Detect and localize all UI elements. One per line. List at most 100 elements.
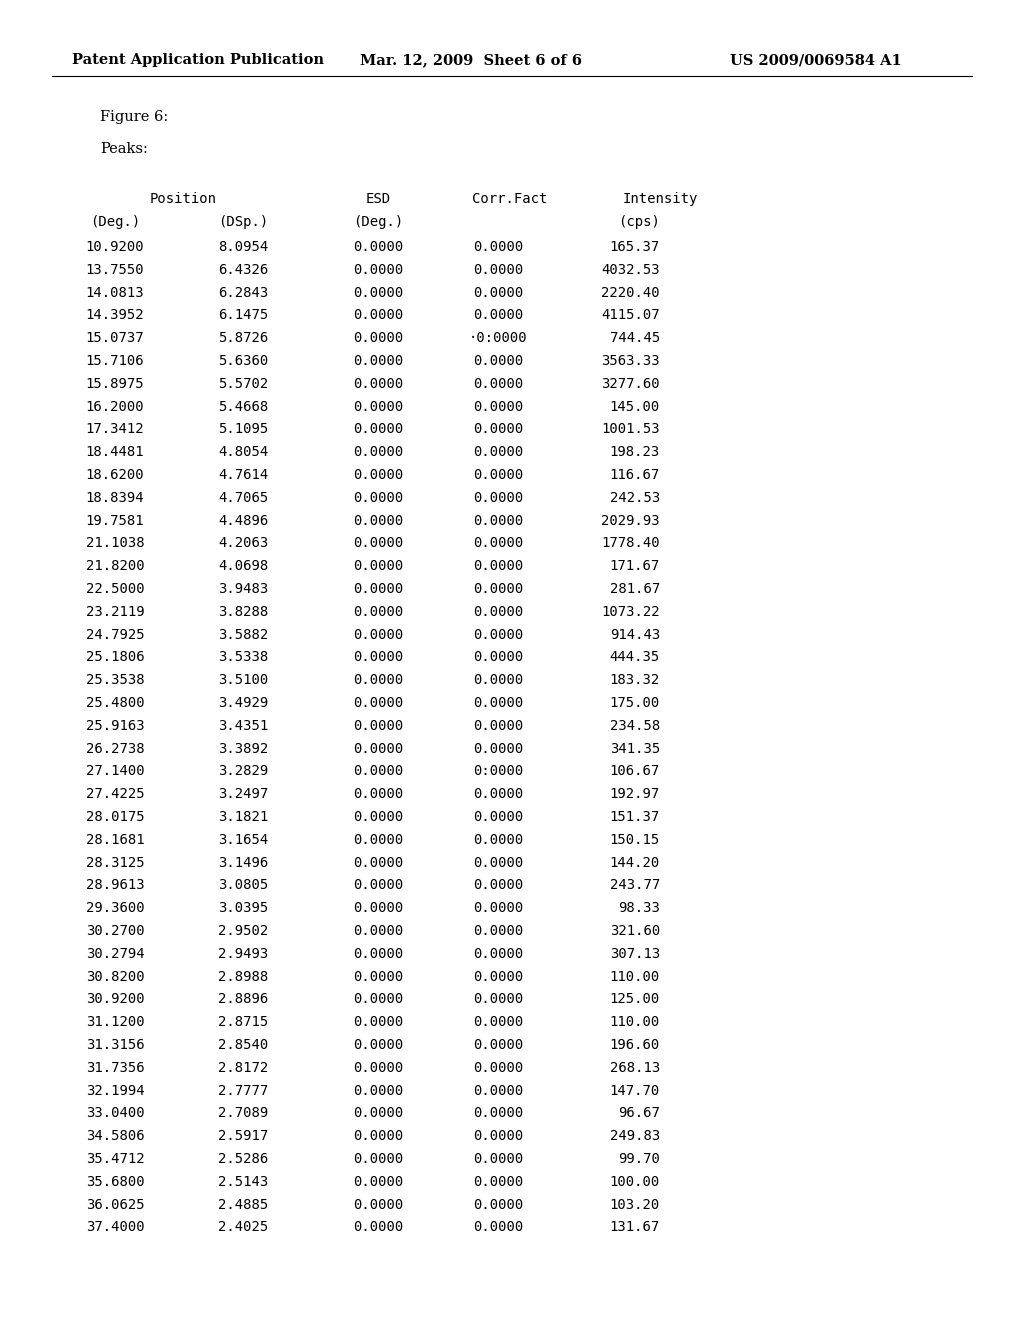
Text: 3.4351: 3.4351 [218, 719, 268, 733]
Text: 0.0000: 0.0000 [353, 993, 403, 1006]
Text: 5.6360: 5.6360 [218, 354, 268, 368]
Text: 1001.53: 1001.53 [601, 422, 660, 437]
Text: 0.0000: 0.0000 [353, 1197, 403, 1212]
Text: 15.7106: 15.7106 [86, 354, 144, 368]
Text: 3.5100: 3.5100 [218, 673, 268, 688]
Text: 0.0000: 0.0000 [473, 445, 523, 459]
Text: 0.0000: 0.0000 [353, 902, 403, 915]
Text: 0.0000: 0.0000 [473, 878, 523, 892]
Text: 2.8988: 2.8988 [218, 970, 268, 983]
Text: 192.97: 192.97 [609, 787, 660, 801]
Text: 0.0000: 0.0000 [473, 719, 523, 733]
Text: 15.0737: 15.0737 [86, 331, 144, 346]
Text: 0.0000: 0.0000 [353, 560, 403, 573]
Text: 0.0000: 0.0000 [473, 1106, 523, 1121]
Text: 0.0000: 0.0000 [473, 833, 523, 847]
Text: 25.3538: 25.3538 [86, 673, 144, 688]
Text: 0.0000: 0.0000 [473, 810, 523, 824]
Text: 31.3156: 31.3156 [86, 1038, 144, 1052]
Text: 2029.93: 2029.93 [601, 513, 660, 528]
Text: 21.1038: 21.1038 [86, 536, 144, 550]
Text: 6.1475: 6.1475 [218, 309, 268, 322]
Text: 0.0000: 0.0000 [353, 696, 403, 710]
Text: 2.5286: 2.5286 [218, 1152, 268, 1166]
Text: 2.8172: 2.8172 [218, 1061, 268, 1074]
Text: 4115.07: 4115.07 [601, 309, 660, 322]
Text: 0.0000: 0.0000 [353, 627, 403, 642]
Text: 0.0000: 0.0000 [353, 263, 403, 277]
Text: 18.4481: 18.4481 [86, 445, 144, 459]
Text: 27.4225: 27.4225 [86, 787, 144, 801]
Text: 27.1400: 27.1400 [86, 764, 144, 779]
Text: 106.67: 106.67 [609, 764, 660, 779]
Text: 0.0000: 0.0000 [353, 1061, 403, 1074]
Text: 0.0000: 0.0000 [353, 970, 403, 983]
Text: 0.0000: 0.0000 [353, 240, 403, 253]
Text: 171.67: 171.67 [609, 560, 660, 573]
Text: 0.0000: 0.0000 [473, 1015, 523, 1030]
Text: Intensity: Intensity [623, 191, 697, 206]
Text: 0.0000: 0.0000 [473, 491, 523, 504]
Text: 281.67: 281.67 [609, 582, 660, 597]
Text: Corr.Fact: Corr.Fact [472, 191, 548, 206]
Text: 4032.53: 4032.53 [601, 263, 660, 277]
Text: 33.0400: 33.0400 [86, 1106, 144, 1121]
Text: 165.37: 165.37 [609, 240, 660, 253]
Text: 0.0000: 0.0000 [473, 1061, 523, 1074]
Text: Position: Position [150, 191, 216, 206]
Text: 150.15: 150.15 [609, 833, 660, 847]
Text: 3.8288: 3.8288 [218, 605, 268, 619]
Text: 321.60: 321.60 [609, 924, 660, 939]
Text: 25.1806: 25.1806 [86, 651, 144, 664]
Text: 151.37: 151.37 [609, 810, 660, 824]
Text: 3.1821: 3.1821 [218, 810, 268, 824]
Text: 21.8200: 21.8200 [86, 560, 144, 573]
Text: 5.8726: 5.8726 [218, 331, 268, 346]
Text: 131.67: 131.67 [609, 1221, 660, 1234]
Text: 0.0000: 0.0000 [473, 651, 523, 664]
Text: 4.2063: 4.2063 [218, 536, 268, 550]
Text: 30.8200: 30.8200 [86, 970, 144, 983]
Text: 110.00: 110.00 [609, 1015, 660, 1030]
Text: 0.0000: 0.0000 [353, 1015, 403, 1030]
Text: 13.7550: 13.7550 [86, 263, 144, 277]
Text: 3.2497: 3.2497 [218, 787, 268, 801]
Text: 243.77: 243.77 [609, 878, 660, 892]
Text: 0.0000: 0.0000 [353, 445, 403, 459]
Text: 0.0000: 0.0000 [353, 924, 403, 939]
Text: 0.0000: 0.0000 [353, 742, 403, 755]
Text: 110.00: 110.00 [609, 970, 660, 983]
Text: 0.0000: 0.0000 [473, 970, 523, 983]
Text: 4.0698: 4.0698 [218, 560, 268, 573]
Text: 3.9483: 3.9483 [218, 582, 268, 597]
Text: 1778.40: 1778.40 [601, 536, 660, 550]
Text: 0.0000: 0.0000 [353, 1129, 403, 1143]
Text: 25.4800: 25.4800 [86, 696, 144, 710]
Text: 2.4885: 2.4885 [218, 1197, 268, 1212]
Text: 3.2829: 3.2829 [218, 764, 268, 779]
Text: 2.5917: 2.5917 [218, 1129, 268, 1143]
Text: 0.0000: 0.0000 [473, 285, 523, 300]
Text: 0.0000: 0.0000 [353, 354, 403, 368]
Text: 103.20: 103.20 [609, 1197, 660, 1212]
Text: 34.5806: 34.5806 [86, 1129, 144, 1143]
Text: 0.0000: 0.0000 [473, 240, 523, 253]
Text: 36.0625: 36.0625 [86, 1197, 144, 1212]
Text: 0.0000: 0.0000 [353, 513, 403, 528]
Text: 0.0000: 0.0000 [473, 1221, 523, 1234]
Text: 3563.33: 3563.33 [601, 354, 660, 368]
Text: 18.6200: 18.6200 [86, 469, 144, 482]
Text: 5.4668: 5.4668 [218, 400, 268, 413]
Text: 4.8054: 4.8054 [218, 445, 268, 459]
Text: 8.0954: 8.0954 [218, 240, 268, 253]
Text: 29.3600: 29.3600 [86, 902, 144, 915]
Text: 26.2738: 26.2738 [86, 742, 144, 755]
Text: 0.0000: 0.0000 [353, 673, 403, 688]
Text: 0.0000: 0.0000 [473, 1129, 523, 1143]
Text: 96.67: 96.67 [618, 1106, 660, 1121]
Text: 2.9493: 2.9493 [218, 946, 268, 961]
Text: 0.0000: 0.0000 [353, 309, 403, 322]
Text: 0.0000: 0.0000 [473, 469, 523, 482]
Text: 0.0000: 0.0000 [353, 764, 403, 779]
Text: 30.9200: 30.9200 [86, 993, 144, 1006]
